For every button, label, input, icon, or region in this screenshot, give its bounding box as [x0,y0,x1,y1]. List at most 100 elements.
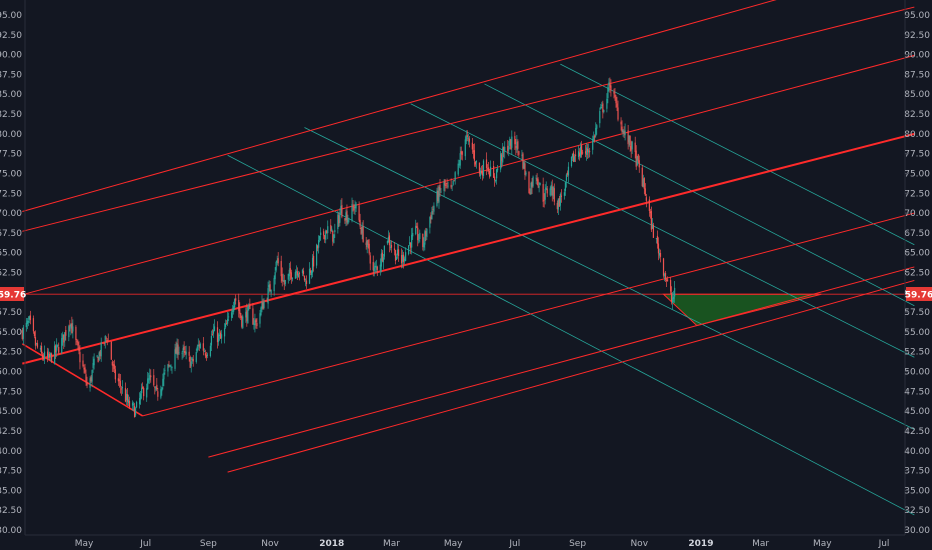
candle [426,227,428,240]
candle [86,376,88,389]
right-price-tick: 90.00 [904,51,930,61]
candle [301,268,304,277]
candle [139,392,141,409]
candle [290,269,292,284]
candle [382,253,384,270]
candle [330,219,332,234]
candle [134,407,137,417]
candle [623,126,625,139]
right-price-axis[interactable]: 95.00 92.50 90.00 87.50 85.00 82.50 80.00 77.50… [904,11,930,536]
candle [614,87,616,101]
candle [337,210,339,234]
candle [587,143,589,159]
candle [558,195,560,207]
candle [118,373,120,388]
candle [304,278,307,287]
candle [397,244,400,262]
candle [354,200,356,215]
candle [131,400,134,411]
candle [111,360,113,373]
left-price-tick: 40.00 [0,447,22,457]
candle [573,154,576,162]
candle [578,148,581,161]
candle [79,345,81,370]
candle [266,297,268,303]
candle [657,237,660,261]
left-price-tick: 77.50 [0,150,22,160]
candle [28,315,30,324]
candle [559,192,561,211]
candle [344,217,346,224]
candle [438,185,440,209]
candle [346,204,348,226]
candle [260,306,262,317]
candle [232,305,234,319]
candle [450,178,452,190]
candle [132,401,135,412]
candle [514,131,516,150]
candle [262,298,264,310]
candle [149,368,151,384]
candle [78,341,80,355]
right-price-tick: 70.00 [904,209,930,219]
candle [461,150,463,161]
candle [211,329,214,336]
candle [432,205,434,215]
candle [592,135,594,155]
candle [72,319,74,339]
candle [197,338,199,351]
candle [628,135,630,147]
candle [255,318,257,329]
candle [284,279,286,287]
candle [617,100,619,122]
candle [574,148,577,162]
right-price-tick: 82.50 [904,110,930,120]
candle [543,193,545,208]
candle [281,267,283,287]
candle [124,382,127,403]
candle [150,369,152,383]
time-tick: May [75,539,94,549]
candle [485,152,488,176]
candle [522,152,524,170]
candle [525,170,527,177]
channel-line [227,279,915,473]
candle [289,261,291,281]
candle [451,185,453,191]
candle [557,198,559,215]
candle [341,198,343,219]
right-price-tick: 32.50 [904,506,930,516]
left-price-tick: 55.00 [0,328,22,338]
candle [411,228,413,255]
candle [209,342,212,358]
right-price-tick: 37.50 [904,467,930,477]
candle [551,179,553,202]
candle [542,177,544,208]
candle [387,230,390,244]
time-tick: May [444,539,463,549]
candle [62,331,64,346]
candle [404,256,406,265]
candle [171,366,173,374]
candle [308,262,311,285]
candle [141,383,143,399]
candle [482,159,485,179]
candle [170,364,172,371]
candle [297,270,300,278]
candle [133,402,136,418]
candle [119,373,122,394]
candle [436,187,438,208]
candle [405,247,407,262]
candle [355,201,357,213]
candle [261,295,263,313]
candle [332,230,334,246]
right-price-tick: 65.00 [904,249,930,259]
candle [620,117,622,131]
candle [580,140,583,158]
candle [32,315,35,334]
candle [140,391,142,405]
time-axis[interactable]: May Jul Sep Nov 2018 Mar May Jul Sep Nov 2019 Mar Ma… [75,539,890,549]
candle [245,307,247,323]
candle [478,162,481,177]
